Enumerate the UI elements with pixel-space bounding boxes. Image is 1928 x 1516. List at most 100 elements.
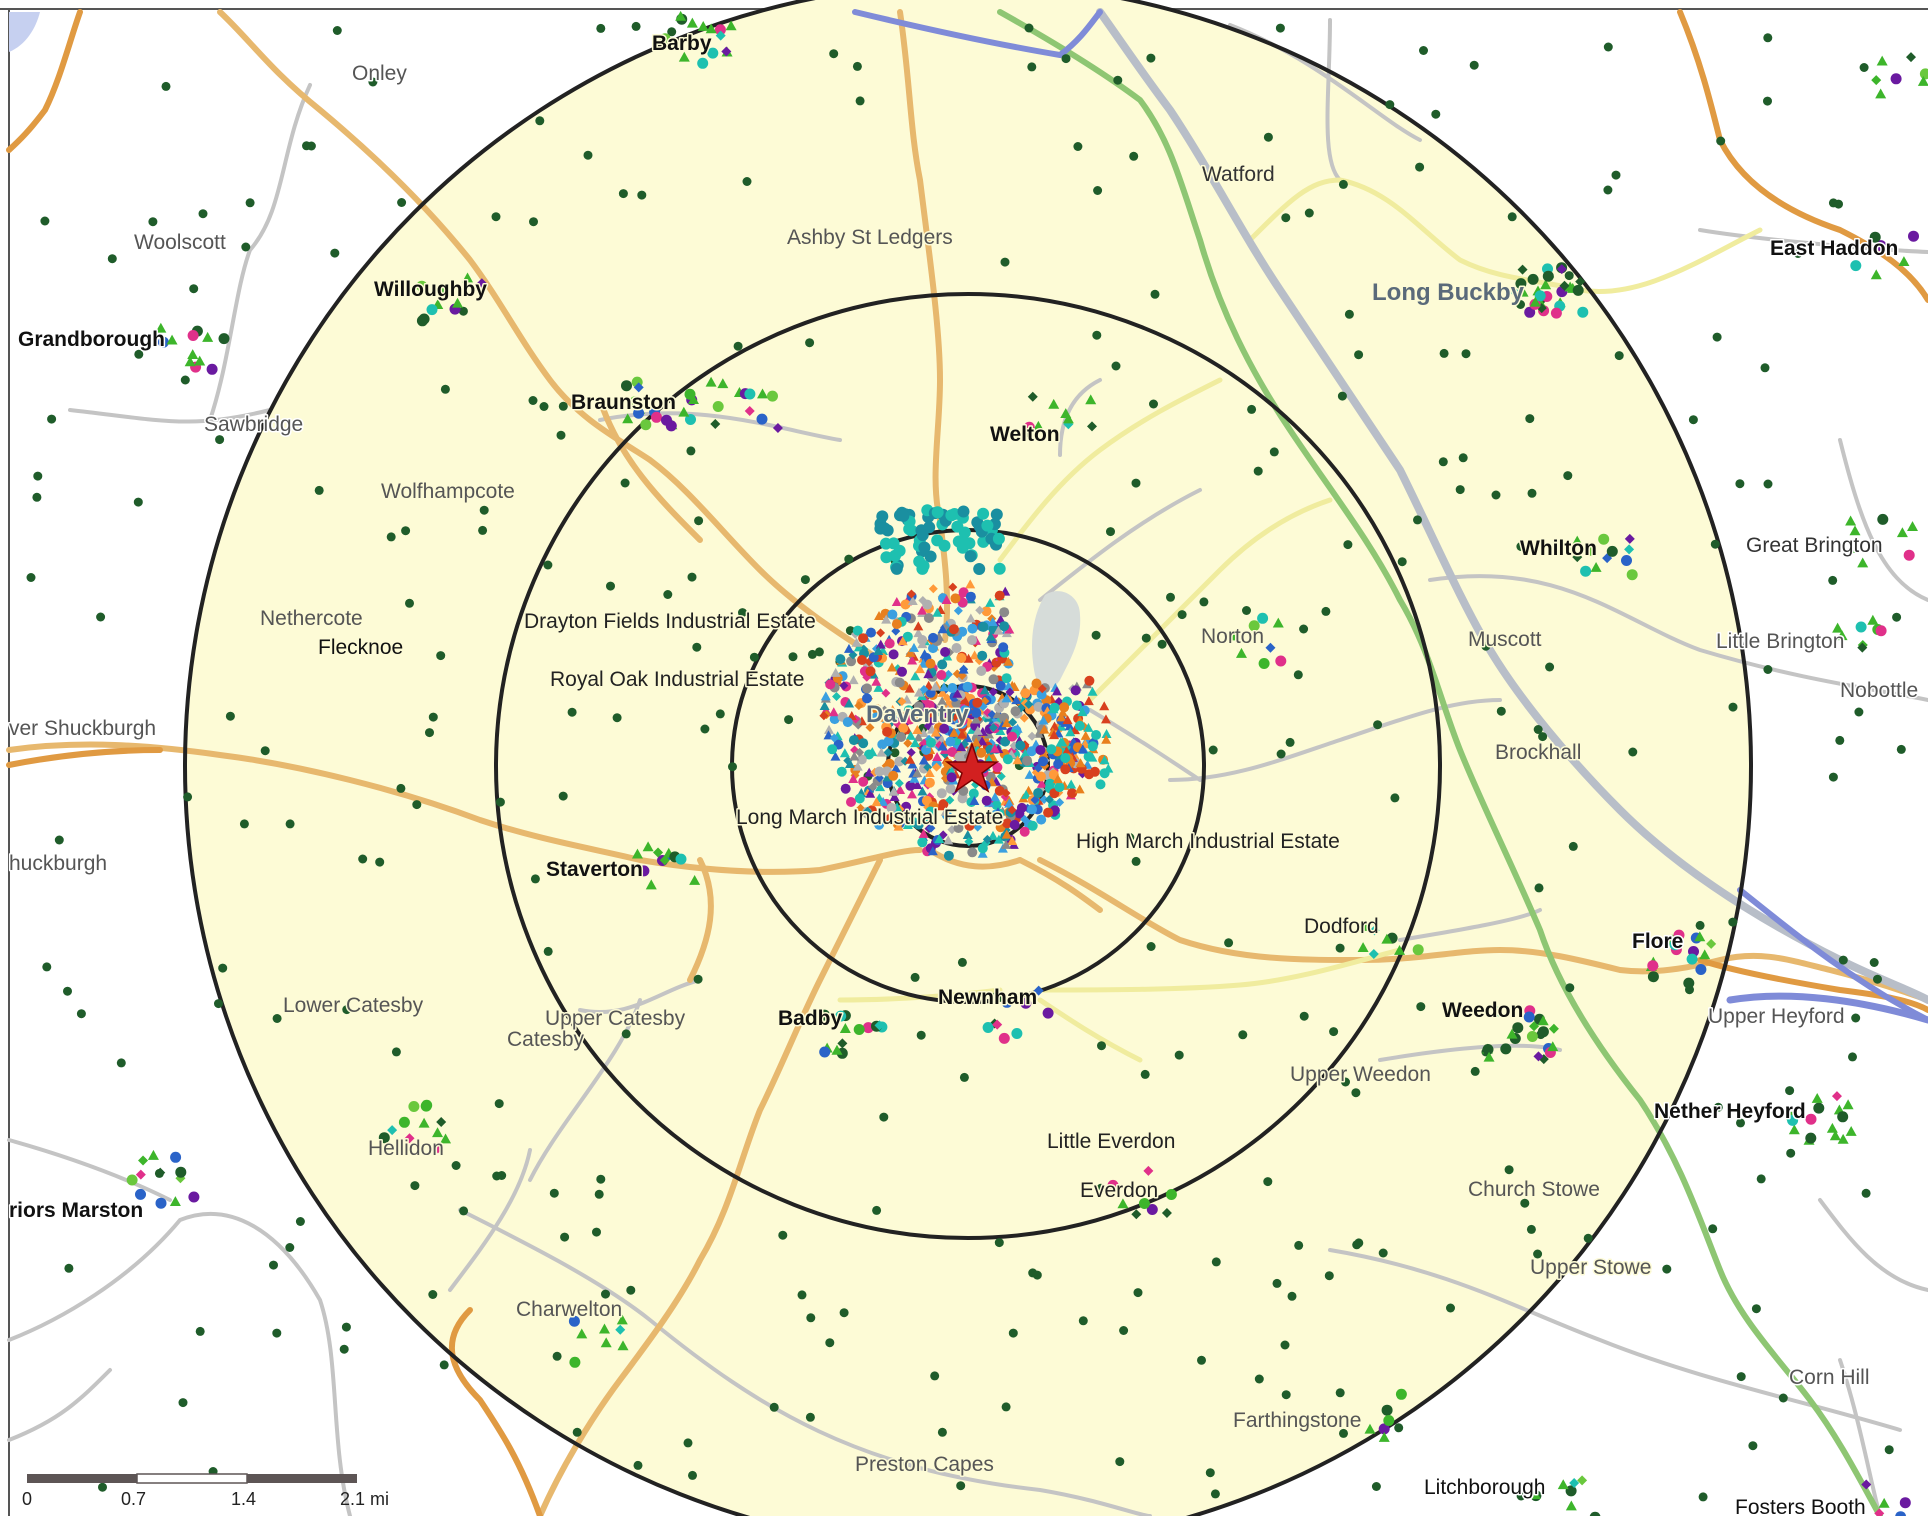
town-poi-dot <box>1027 804 1037 815</box>
poi-dot <box>1339 1428 1348 1438</box>
village-poi-dot <box>1647 971 1659 983</box>
village-poi-triangle <box>1837 1133 1849 1144</box>
estate-poi-triangle <box>1074 784 1085 794</box>
site-star-marker[interactable] <box>944 741 1000 793</box>
poi-dot <box>807 649 817 659</box>
village-poi-dot <box>1107 1179 1119 1191</box>
village-poi-triangle <box>831 1044 843 1055</box>
poi-dot <box>910 972 920 982</box>
town-poi-triangle <box>930 727 941 737</box>
town-poi-dot <box>848 735 859 746</box>
town-poi-triangle <box>844 698 855 708</box>
village-poi-triangle <box>697 20 709 31</box>
village-poi-diamond <box>1368 948 1379 959</box>
poi-dot <box>1354 1238 1364 1248</box>
town-poi-triangle <box>932 607 943 617</box>
label-hellidon: Hellidon <box>368 1137 444 1160</box>
poi-dot <box>1133 1288 1143 1298</box>
town-poi-diamond <box>948 582 958 592</box>
town-poi-diamond <box>854 701 864 711</box>
village-poi-triangle <box>1898 256 1910 267</box>
town-poi-diamond <box>919 685 929 695</box>
village-poi-dot <box>819 1009 830 1021</box>
poi-dot <box>535 116 545 126</box>
town-poi-triangle <box>1021 789 1032 799</box>
label-flore: Flore <box>1632 930 1683 953</box>
town-poi-triangle <box>888 786 899 796</box>
poi-dot <box>1293 670 1303 680</box>
poi-dot <box>1394 1423 1404 1433</box>
poi-dot <box>1760 363 1770 373</box>
poi-dot <box>386 532 396 542</box>
poi-dot <box>543 560 553 570</box>
town-poi-triangle <box>959 695 970 705</box>
town-poi-triangle <box>1051 686 1062 696</box>
village-poi-diamond <box>1906 52 1917 63</box>
village-poi-triangle <box>1537 1015 1549 1026</box>
poi-dot <box>1698 1492 1708 1502</box>
poi-dot <box>778 1230 788 1240</box>
town-poi-dot <box>939 723 950 734</box>
village-poi-dot <box>408 1101 420 1112</box>
village-poi-dot <box>1011 1028 1023 1039</box>
scale-tick-0: 0 <box>22 1489 32 1509</box>
label-litchborough: Litchborough <box>1424 1476 1545 1499</box>
village-poi-dot <box>819 1046 831 1058</box>
village-poi-dot <box>1165 1189 1177 1200</box>
poi-dot <box>1892 612 1902 622</box>
village-poi-diamond <box>1871 75 1882 86</box>
label-lower-shuckburgh: ver Shuckburgh <box>9 717 156 740</box>
village-poi-diamond <box>1874 1508 1885 1516</box>
village-poi-diamond <box>715 30 726 41</box>
poi-dot <box>134 349 144 359</box>
village-poi-triangle <box>169 1196 181 1206</box>
scale-tick-3: 2.1 mi <box>340 1489 389 1509</box>
town-poi-triangle <box>839 748 850 758</box>
poi-dot <box>436 651 446 661</box>
town-poi-dot <box>967 623 978 634</box>
town-poi-dot <box>994 590 1005 601</box>
poi-dot <box>1848 1052 1857 1062</box>
town-poi-triangle <box>917 786 928 796</box>
town-poi-diamond <box>1008 717 1018 727</box>
town-poi-dot <box>887 609 898 620</box>
town-poi-dot <box>871 704 882 715</box>
estate-poi-dot <box>916 529 929 542</box>
label-upper-heyford: Upper Heyford <box>1708 1005 1845 1028</box>
town-poi-dot <box>888 649 899 660</box>
town-poi-diamond <box>839 681 849 691</box>
village-poi-triangle <box>436 283 448 294</box>
label-dodford: Dodford <box>1304 915 1379 938</box>
poi-dot <box>368 77 378 87</box>
village-poi-triangle <box>1826 1122 1838 1133</box>
town-poi-triangle <box>940 806 951 816</box>
poi-dot <box>1146 942 1156 951</box>
town-poi-dot <box>1033 701 1044 712</box>
town-poi-triangle <box>897 636 908 646</box>
poi-dot <box>401 526 411 536</box>
poi-dot <box>341 1322 351 1332</box>
poi-dot <box>594 1189 604 1199</box>
town-poi-triangle <box>969 795 980 805</box>
poi-dot <box>1763 665 1773 674</box>
town-poi-triangle <box>1001 718 1012 728</box>
poi-markers <box>26 10 1928 1516</box>
town-poi-triangle <box>1003 656 1014 666</box>
town-poi-dot <box>1019 826 1030 837</box>
town-poi-triangle <box>965 613 976 623</box>
poi-dot <box>825 1338 835 1348</box>
village-poi-diamond <box>772 422 783 433</box>
poi-dot <box>633 1460 643 1470</box>
poi-dot <box>1113 75 1123 85</box>
poi-dot <box>683 1438 693 1448</box>
town-poi-dot <box>842 717 853 728</box>
poi-dot <box>1329 1027 1339 1037</box>
town-poi-dot <box>913 819 924 830</box>
town-poi-dot <box>926 737 936 748</box>
town-poi-diamond <box>819 711 829 721</box>
town-poi-triangle <box>1039 724 1050 734</box>
town-poi-dot <box>856 754 867 765</box>
poi-dot <box>1763 96 1772 106</box>
estate-poi-dot <box>880 551 893 564</box>
